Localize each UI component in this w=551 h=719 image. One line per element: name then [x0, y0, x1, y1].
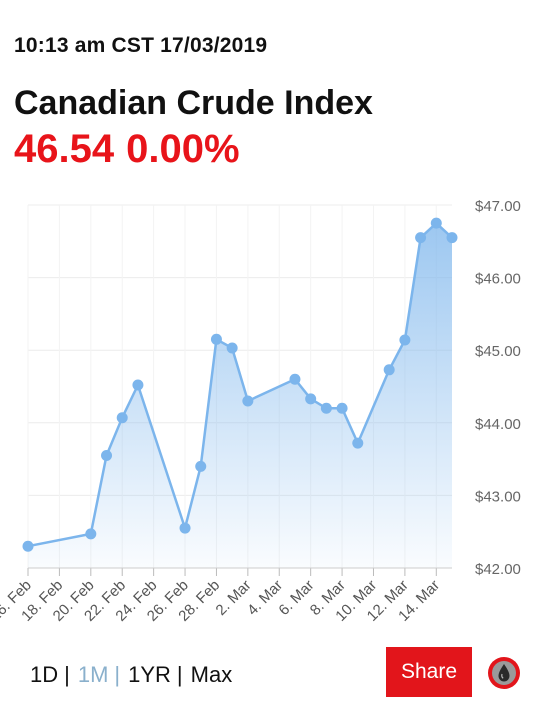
- chart-points: [22, 217, 458, 552]
- range-1yr-button[interactable]: 1YR: [128, 662, 171, 687]
- y-tick-label: $46.00: [475, 271, 521, 288]
- data-point: [399, 334, 411, 346]
- range-separator: |: [176, 662, 183, 687]
- price-line: [27, 221, 453, 548]
- data-point: [383, 364, 395, 376]
- y-tick-label: $44.00: [475, 416, 521, 433]
- data-point: [226, 342, 238, 354]
- data-point: [210, 333, 222, 345]
- y-tick-label: $42.00: [475, 561, 521, 578]
- range-1d-button[interactable]: 1D: [30, 662, 59, 687]
- range-1m-button[interactable]: 1M: [77, 662, 109, 687]
- oil-drop-logo-icon: [488, 657, 520, 689]
- data-point: [132, 379, 144, 391]
- data-point: [22, 540, 34, 552]
- price-quote: 46.54 0.00%: [14, 127, 252, 172]
- y-tick-label: $45.00: [475, 343, 521, 360]
- data-point: [85, 528, 97, 540]
- price-chart[interactable]: $42.00$43.00$44.00$45.00$46.00$47.0016. …: [0, 190, 551, 640]
- data-point: [101, 449, 113, 461]
- range-max-button[interactable]: Max: [190, 662, 233, 687]
- y-tick-label: $47.00: [475, 198, 521, 215]
- data-point: [179, 522, 191, 534]
- range-separator: |: [64, 662, 70, 687]
- price-area: [28, 223, 452, 568]
- chart-line: [27, 221, 453, 548]
- data-point: [242, 395, 254, 407]
- data-point: [430, 217, 442, 229]
- data-point: [446, 232, 458, 244]
- share-button[interactable]: Share: [386, 647, 472, 697]
- data-point: [195, 460, 207, 472]
- data-point: [415, 232, 427, 244]
- data-point: [305, 393, 317, 405]
- y-tick-label: $43.00: [475, 488, 521, 505]
- data-point: [116, 412, 128, 424]
- timestamp: 10:13 am CST 17/03/2019: [14, 34, 268, 57]
- range-separator: |: [114, 662, 121, 687]
- data-point: [352, 437, 364, 449]
- price-value: 46.54: [14, 127, 115, 171]
- data-point: [289, 373, 301, 385]
- range-selector: 1D | 1M | 1YR | Max: [30, 662, 232, 688]
- data-point: [320, 402, 332, 414]
- chart-area: [28, 223, 452, 568]
- data-point: [336, 402, 348, 414]
- page-title: Canadian Crude Index: [14, 84, 373, 122]
- price-change: 0.00%: [126, 127, 240, 171]
